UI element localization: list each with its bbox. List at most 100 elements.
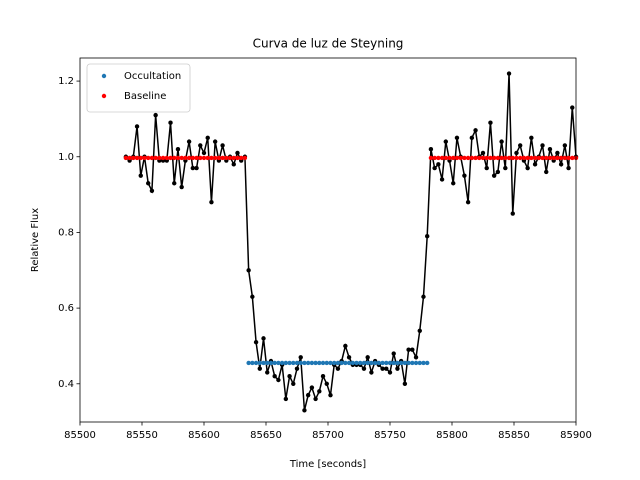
data-point — [484, 165, 489, 171]
data-point — [514, 155, 519, 161]
data-point — [547, 155, 553, 161]
data-point — [436, 155, 441, 161]
data-point — [387, 360, 393, 366]
data-point — [380, 366, 385, 371]
data-point — [406, 360, 411, 366]
data-point — [149, 155, 155, 161]
data-point — [194, 155, 199, 161]
data-point — [343, 360, 348, 366]
data-point — [246, 268, 251, 273]
data-point — [391, 351, 396, 356]
data-point — [328, 360, 333, 366]
data-point — [425, 234, 430, 239]
legend-marker — [101, 93, 107, 99]
data-point — [410, 347, 415, 352]
data-point — [391, 360, 396, 366]
data-point — [469, 155, 475, 161]
data-point — [387, 370, 393, 375]
data-point — [510, 211, 515, 216]
x-tick-label: 85500 — [64, 430, 96, 441]
data-point — [175, 146, 181, 152]
data-point — [287, 360, 292, 366]
data-point — [432, 165, 437, 171]
data-point — [153, 112, 158, 118]
data-point — [138, 173, 143, 178]
data-point — [343, 343, 348, 349]
data-point — [239, 155, 244, 161]
data-point — [253, 339, 259, 345]
data-point — [134, 124, 140, 129]
data-point — [495, 169, 501, 175]
data-point — [428, 146, 434, 152]
data-point — [372, 360, 378, 366]
y-tick-label: 1.2 — [58, 76, 74, 87]
data-point — [529, 135, 534, 141]
data-point — [157, 155, 162, 161]
data-point — [384, 366, 389, 371]
data-point — [551, 155, 556, 161]
data-point — [272, 360, 277, 366]
data-point — [231, 155, 236, 161]
data-point — [201, 150, 207, 156]
data-point — [309, 360, 315, 366]
data-point — [190, 155, 196, 161]
data-point — [302, 360, 307, 366]
data-point — [305, 360, 311, 366]
data-point — [354, 360, 359, 366]
legend-marker — [101, 73, 107, 79]
legend-box — [86, 63, 191, 113]
data-point — [313, 360, 318, 366]
data-point — [205, 155, 210, 161]
data-point — [186, 155, 192, 161]
data-point — [317, 360, 322, 366]
data-point — [532, 162, 538, 167]
plot-frame — [79, 57, 577, 423]
data-point — [480, 155, 486, 161]
x-tick-label: 85650 — [250, 430, 282, 441]
data-point — [265, 360, 270, 366]
data-point — [276, 377, 281, 383]
data-point — [294, 366, 300, 371]
data-point — [123, 155, 129, 161]
data-point — [291, 360, 296, 366]
data-point — [488, 120, 493, 125]
data-point — [328, 392, 333, 398]
data-point — [220, 143, 225, 148]
x-tick-label: 85900 — [560, 430, 592, 441]
data-point — [365, 355, 370, 360]
data-point — [495, 155, 501, 161]
data-point — [443, 139, 448, 144]
data-point — [332, 360, 337, 366]
data-point — [536, 155, 541, 161]
data-point — [320, 374, 326, 379]
data-point — [242, 155, 248, 161]
data-point — [212, 155, 218, 161]
data-point — [570, 155, 575, 161]
data-point — [462, 173, 467, 178]
data-point — [276, 360, 281, 366]
x-axis-label: Time [seconds] — [289, 459, 366, 470]
data-point — [439, 155, 445, 161]
data-point — [477, 155, 482, 161]
data-point — [272, 374, 277, 379]
data-point — [287, 374, 292, 379]
data-point — [421, 360, 426, 366]
data-point — [439, 177, 445, 182]
data-point — [320, 360, 326, 366]
data-point — [146, 181, 151, 186]
data-point — [428, 155, 434, 161]
x-tick-label: 85850 — [498, 430, 530, 441]
data-point — [324, 360, 329, 366]
data-point — [172, 155, 177, 161]
data-point — [209, 199, 214, 205]
data-point — [402, 381, 408, 386]
data-point — [525, 155, 530, 161]
chart-title: Curva de luz de Steyning — [253, 37, 404, 51]
data-point — [153, 155, 158, 161]
data-point — [529, 155, 534, 161]
data-point — [454, 135, 460, 141]
data-point — [361, 360, 367, 366]
data-point — [142, 155, 147, 161]
data-point — [149, 188, 155, 194]
